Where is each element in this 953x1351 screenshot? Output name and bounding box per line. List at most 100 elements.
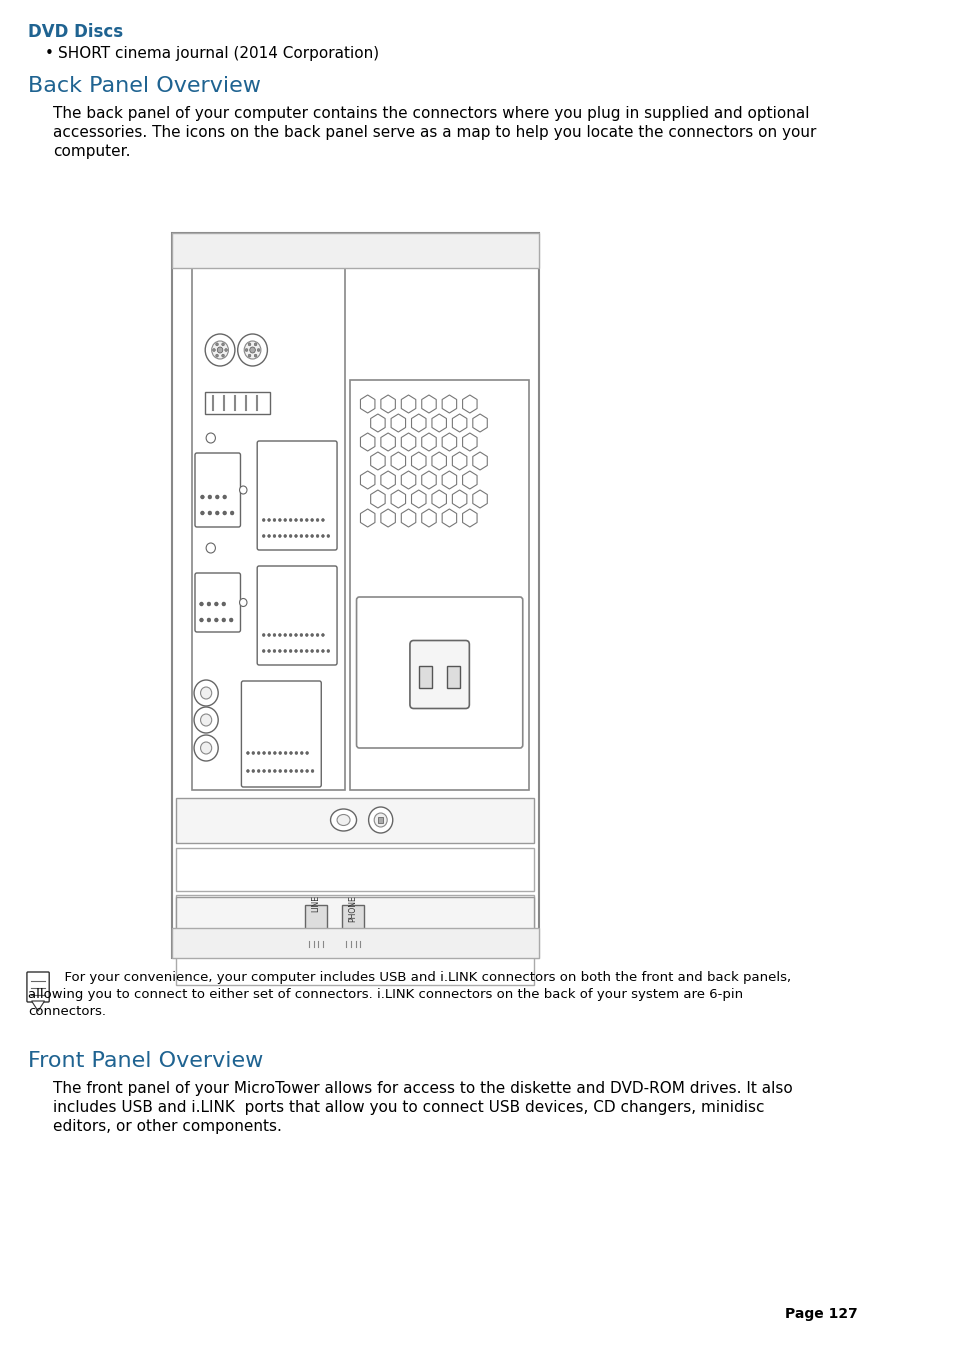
Ellipse shape	[330, 809, 356, 831]
Circle shape	[268, 519, 271, 521]
Circle shape	[315, 519, 318, 521]
Circle shape	[306, 770, 308, 773]
Circle shape	[215, 343, 218, 346]
Circle shape	[223, 511, 226, 515]
Circle shape	[273, 634, 275, 636]
Text: computer.: computer.	[52, 145, 131, 159]
Circle shape	[248, 343, 251, 346]
Circle shape	[257, 770, 260, 773]
Circle shape	[215, 494, 219, 499]
Circle shape	[200, 742, 212, 754]
Circle shape	[193, 680, 218, 707]
Bar	[377, 817, 383, 823]
Text: DVD Discs: DVD Discs	[28, 23, 123, 41]
FancyBboxPatch shape	[27, 971, 50, 1002]
Circle shape	[237, 334, 267, 366]
Circle shape	[284, 519, 286, 521]
Circle shape	[284, 634, 286, 636]
Circle shape	[262, 519, 265, 521]
FancyBboxPatch shape	[257, 566, 336, 665]
Circle shape	[244, 340, 260, 359]
Circle shape	[250, 347, 255, 353]
Circle shape	[327, 650, 330, 653]
Circle shape	[246, 770, 249, 773]
Circle shape	[214, 617, 218, 621]
Text: PHONE: PHONE	[348, 894, 357, 921]
Circle shape	[253, 354, 256, 357]
Circle shape	[214, 603, 218, 607]
Circle shape	[305, 634, 308, 636]
Circle shape	[262, 535, 265, 538]
Circle shape	[257, 751, 260, 754]
Circle shape	[253, 343, 256, 346]
Bar	[341, 905, 364, 947]
Circle shape	[311, 535, 314, 538]
Circle shape	[193, 735, 218, 761]
Circle shape	[284, 535, 286, 538]
Circle shape	[284, 770, 287, 773]
Text: For your convenience, your computer includes USB and i.LINK connectors on both t: For your convenience, your computer incl…	[55, 971, 790, 984]
Circle shape	[268, 751, 271, 754]
Circle shape	[230, 511, 233, 515]
Circle shape	[252, 751, 254, 754]
Bar	[192, 265, 345, 790]
Text: allowing you to connect to either set of connectors. i.LINK connectors on the ba: allowing you to connect to either set of…	[28, 988, 742, 1001]
Circle shape	[207, 617, 211, 621]
FancyBboxPatch shape	[241, 681, 321, 788]
Circle shape	[299, 650, 302, 653]
Bar	[176, 894, 534, 938]
Circle shape	[268, 650, 271, 653]
Circle shape	[268, 634, 271, 636]
Circle shape	[289, 634, 292, 636]
Circle shape	[239, 598, 247, 607]
FancyBboxPatch shape	[410, 640, 469, 708]
Circle shape	[315, 634, 318, 636]
Circle shape	[199, 617, 203, 621]
Circle shape	[294, 770, 297, 773]
Text: The back panel of your computer contains the connectors where you plug in suppli: The back panel of your computer contains…	[52, 105, 808, 122]
Circle shape	[311, 634, 314, 636]
Circle shape	[299, 535, 302, 538]
Circle shape	[262, 770, 265, 773]
FancyBboxPatch shape	[356, 597, 522, 748]
Bar	[176, 897, 534, 955]
FancyBboxPatch shape	[194, 453, 240, 527]
Circle shape	[274, 751, 276, 754]
Circle shape	[305, 650, 308, 653]
Bar	[176, 848, 534, 892]
FancyBboxPatch shape	[257, 440, 336, 550]
Circle shape	[223, 494, 226, 499]
Circle shape	[289, 650, 292, 653]
Circle shape	[368, 807, 393, 834]
Circle shape	[262, 751, 265, 754]
Circle shape	[305, 519, 308, 521]
Text: includes USB and i.LINK  ports that allow you to connect USB devices, CD changer: includes USB and i.LINK ports that allow…	[52, 1100, 763, 1115]
Circle shape	[327, 535, 330, 538]
Circle shape	[278, 770, 281, 773]
Circle shape	[222, 617, 226, 621]
Bar	[304, 905, 327, 947]
Circle shape	[300, 751, 303, 754]
Circle shape	[245, 349, 248, 351]
Circle shape	[199, 603, 203, 607]
Circle shape	[278, 751, 281, 754]
Circle shape	[278, 634, 281, 636]
Circle shape	[274, 770, 276, 773]
Bar	[350, 380, 529, 790]
Text: Front Panel Overview: Front Panel Overview	[28, 1051, 263, 1071]
Circle shape	[200, 713, 212, 725]
Circle shape	[248, 354, 251, 357]
Circle shape	[217, 347, 223, 353]
Circle shape	[289, 535, 292, 538]
Circle shape	[208, 511, 212, 515]
Circle shape	[212, 340, 228, 359]
Text: connectors.: connectors.	[28, 1005, 106, 1019]
Circle shape	[294, 751, 297, 754]
Text: editors, or other components.: editors, or other components.	[52, 1119, 281, 1133]
Text: The front panel of your MicroTower allows for access to the diskette and DVD-ROM: The front panel of your MicroTower allow…	[52, 1081, 792, 1096]
Text: Back Panel Overview: Back Panel Overview	[28, 76, 260, 96]
Circle shape	[205, 334, 234, 366]
Circle shape	[225, 349, 227, 351]
Circle shape	[294, 650, 297, 653]
Circle shape	[262, 650, 265, 653]
